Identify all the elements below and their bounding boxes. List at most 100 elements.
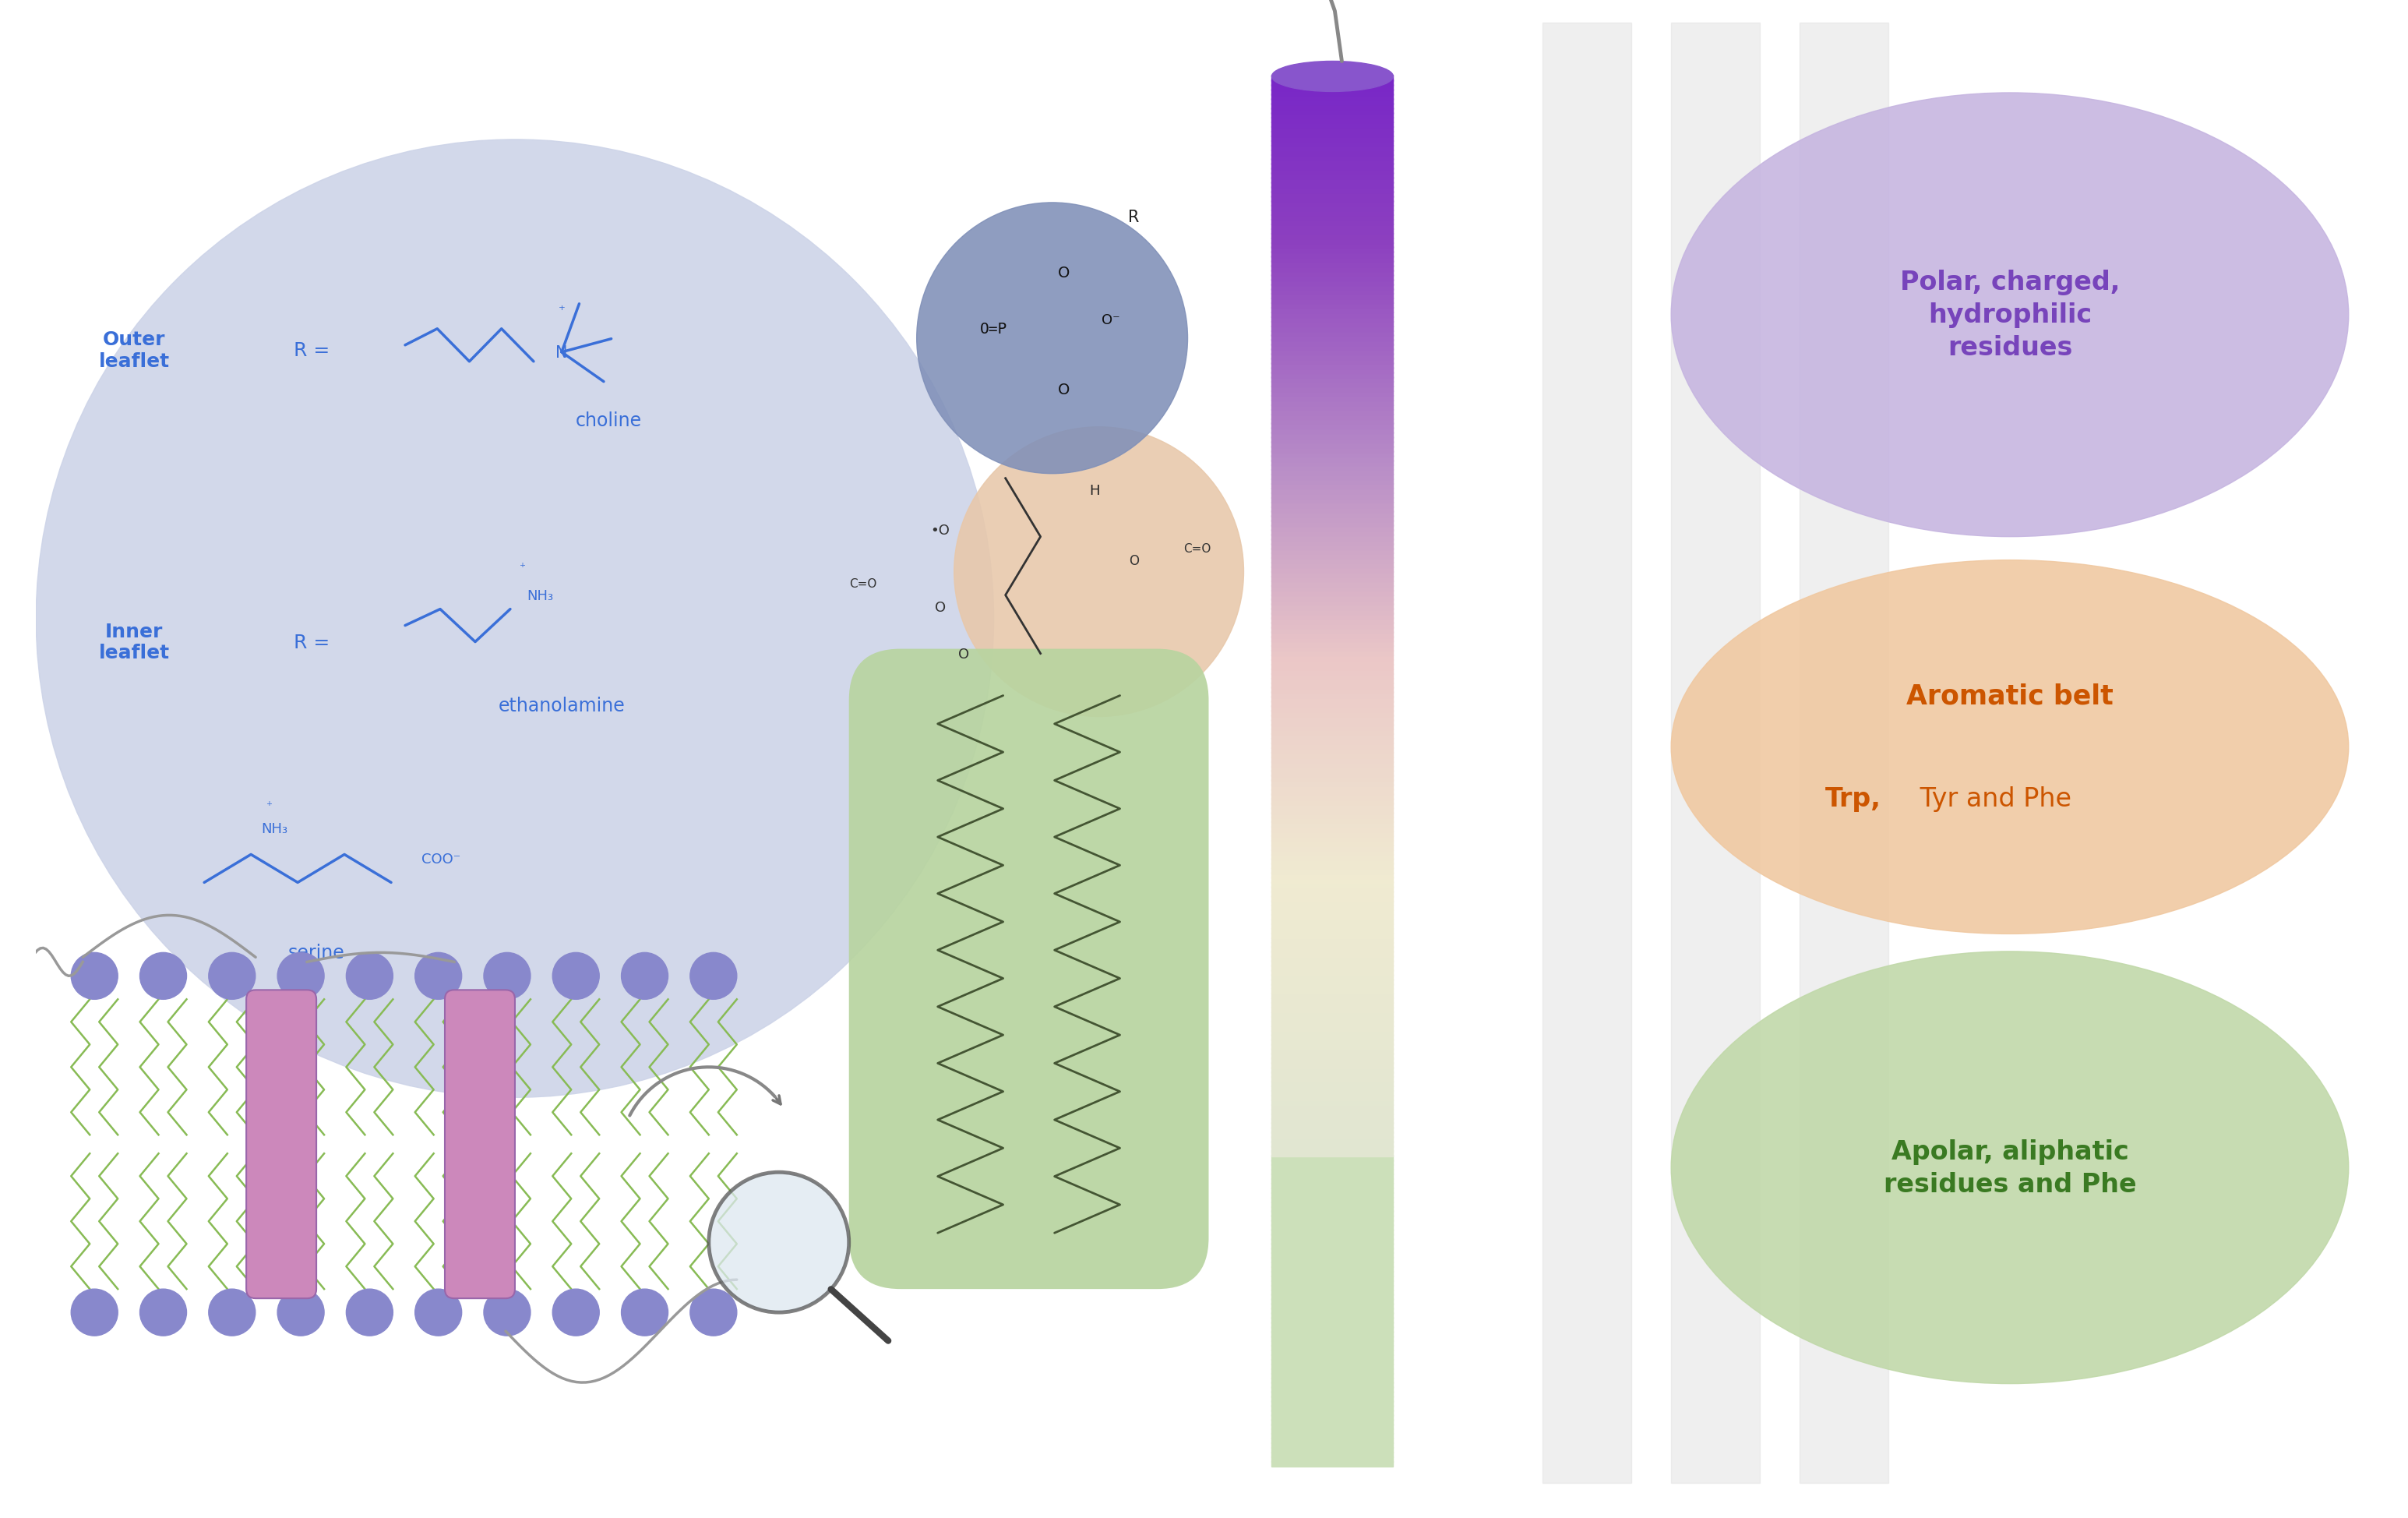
Bar <box>1271 729 1394 735</box>
Bar <box>1271 530 1394 536</box>
Bar <box>1271 877 1394 883</box>
Bar <box>1271 1164 1394 1170</box>
Bar <box>1271 168 1394 175</box>
Bar <box>1271 1419 1394 1425</box>
Bar <box>1271 1187 1394 1193</box>
Circle shape <box>72 1289 118 1336</box>
Bar <box>1271 141 1394 147</box>
Circle shape <box>484 953 530 999</box>
Bar <box>1271 1401 1394 1406</box>
Bar <box>1271 363 1394 369</box>
Bar <box>1271 965 1394 972</box>
Bar <box>1271 1381 1394 1387</box>
Text: COO⁻: COO⁻ <box>421 853 460 867</box>
Bar <box>1271 1377 1394 1383</box>
Text: ethanolamine: ethanolamine <box>498 695 626 715</box>
Bar <box>1271 1216 1394 1220</box>
Bar <box>1271 654 1394 660</box>
Bar <box>1271 1076 1394 1082</box>
Bar <box>1271 1049 1394 1055</box>
Bar <box>1271 720 1394 726</box>
Bar <box>1271 308 1394 313</box>
Bar <box>1271 117 1394 123</box>
Bar <box>1271 1460 1394 1466</box>
Bar <box>1271 548 1394 554</box>
Bar <box>1271 94 1394 100</box>
Bar <box>1271 679 1394 683</box>
Text: ⁺: ⁺ <box>267 800 272 812</box>
Bar <box>1271 859 1394 864</box>
Bar <box>1271 137 1394 141</box>
Bar <box>1271 1313 1394 1319</box>
Bar <box>1271 414 1394 420</box>
Bar <box>1271 1113 1394 1119</box>
Bar <box>1271 1002 1394 1008</box>
Bar <box>1271 1289 1394 1295</box>
FancyBboxPatch shape <box>445 990 515 1298</box>
Text: C=O: C=O <box>850 578 877 589</box>
Bar <box>1271 521 1394 527</box>
Bar <box>1271 543 1394 550</box>
Bar <box>1271 692 1394 698</box>
Bar <box>1271 1456 1394 1462</box>
Bar <box>1271 275 1394 281</box>
Bar <box>1271 216 1394 220</box>
Bar <box>1271 600 1394 606</box>
Bar <box>1271 1132 1394 1138</box>
Bar <box>1271 455 1394 461</box>
Bar <box>1271 90 1394 96</box>
Bar <box>1271 335 1394 342</box>
Text: Polar, charged,
hydrophilic
residues: Polar, charged, hydrophilic residues <box>1900 270 2119 361</box>
Bar <box>1271 780 1394 786</box>
Bar <box>1271 266 1394 272</box>
Bar <box>1271 882 1394 888</box>
Bar <box>1271 1252 1394 1258</box>
Bar <box>1271 947 1394 952</box>
Circle shape <box>621 1289 667 1336</box>
Bar <box>1271 1155 1394 1161</box>
Bar <box>1271 1169 1394 1175</box>
Bar <box>1271 313 1394 317</box>
Bar <box>1271 738 1394 744</box>
Bar <box>1271 123 1394 128</box>
Bar <box>1271 225 1394 229</box>
Bar <box>1271 112 1394 118</box>
Text: Apolar, aliphatic
residues and Phe: Apolar, aliphatic residues and Phe <box>1883 1138 2136 1196</box>
Circle shape <box>551 953 600 999</box>
Bar <box>1271 1207 1394 1211</box>
Bar <box>1271 873 1394 879</box>
Circle shape <box>414 953 462 999</box>
Bar <box>1271 697 1394 703</box>
Bar <box>1271 1123 1394 1128</box>
Bar <box>1271 298 1394 304</box>
Bar <box>1271 1225 1394 1231</box>
Bar <box>1271 220 1394 225</box>
Text: •O: •O <box>929 524 949 537</box>
Bar <box>1271 1020 1394 1026</box>
Circle shape <box>917 203 1187 474</box>
Bar <box>1271 984 1394 990</box>
Bar <box>1271 173 1394 179</box>
Bar <box>1271 794 1394 800</box>
Bar <box>1271 577 1394 581</box>
Bar <box>1271 553 1394 559</box>
Bar <box>1271 1230 1394 1236</box>
Bar <box>1271 376 1394 383</box>
Bar <box>1271 1081 1394 1087</box>
Bar <box>1271 132 1394 137</box>
Bar <box>1271 665 1394 669</box>
Bar <box>1271 76 1394 82</box>
Bar <box>1271 724 1394 730</box>
Bar <box>1271 478 1394 484</box>
Bar <box>1271 396 1394 401</box>
Bar <box>1271 345 1394 351</box>
Bar <box>1271 586 1394 591</box>
Bar <box>1271 891 1394 897</box>
Ellipse shape <box>1671 952 2348 1384</box>
Bar <box>1271 1331 1394 1337</box>
Bar <box>1271 595 1394 601</box>
Bar <box>1271 645 1394 651</box>
Bar <box>1271 1248 1394 1254</box>
Circle shape <box>277 1289 325 1336</box>
Bar <box>1271 864 1394 870</box>
